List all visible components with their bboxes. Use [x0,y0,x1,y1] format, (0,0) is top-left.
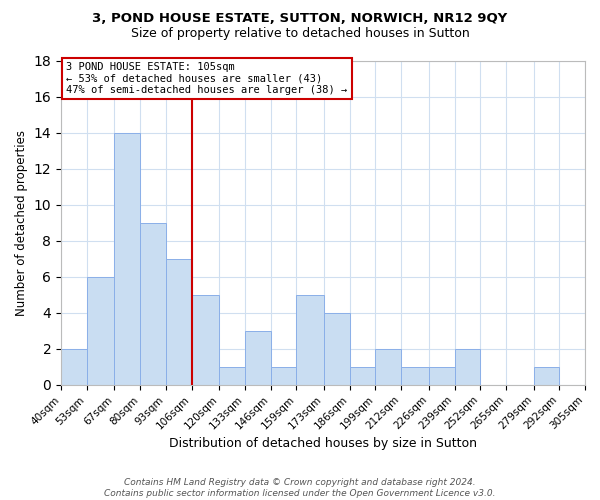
Bar [350,367,376,385]
Bar [429,367,455,385]
Bar [271,367,296,385]
Text: 3 POND HOUSE ESTATE: 105sqm
← 53% of detached houses are smaller (43)
47% of sem: 3 POND HOUSE ESTATE: 105sqm ← 53% of det… [66,62,347,96]
Bar [401,367,429,385]
Bar [115,132,140,385]
Bar [191,295,219,385]
Y-axis label: Number of detached properties: Number of detached properties [15,130,28,316]
Bar [376,349,401,385]
Bar [166,258,191,385]
Bar [245,331,271,385]
Bar [533,367,559,385]
Text: Contains HM Land Registry data © Crown copyright and database right 2024.
Contai: Contains HM Land Registry data © Crown c… [104,478,496,498]
Bar [324,313,350,385]
Bar [455,349,480,385]
Bar [87,276,115,385]
Text: Size of property relative to detached houses in Sutton: Size of property relative to detached ho… [131,28,469,40]
X-axis label: Distribution of detached houses by size in Sutton: Distribution of detached houses by size … [169,437,477,450]
Bar [140,222,166,385]
Text: 3, POND HOUSE ESTATE, SUTTON, NORWICH, NR12 9QY: 3, POND HOUSE ESTATE, SUTTON, NORWICH, N… [92,12,508,26]
Bar [296,295,324,385]
Bar [219,367,245,385]
Bar [61,349,87,385]
